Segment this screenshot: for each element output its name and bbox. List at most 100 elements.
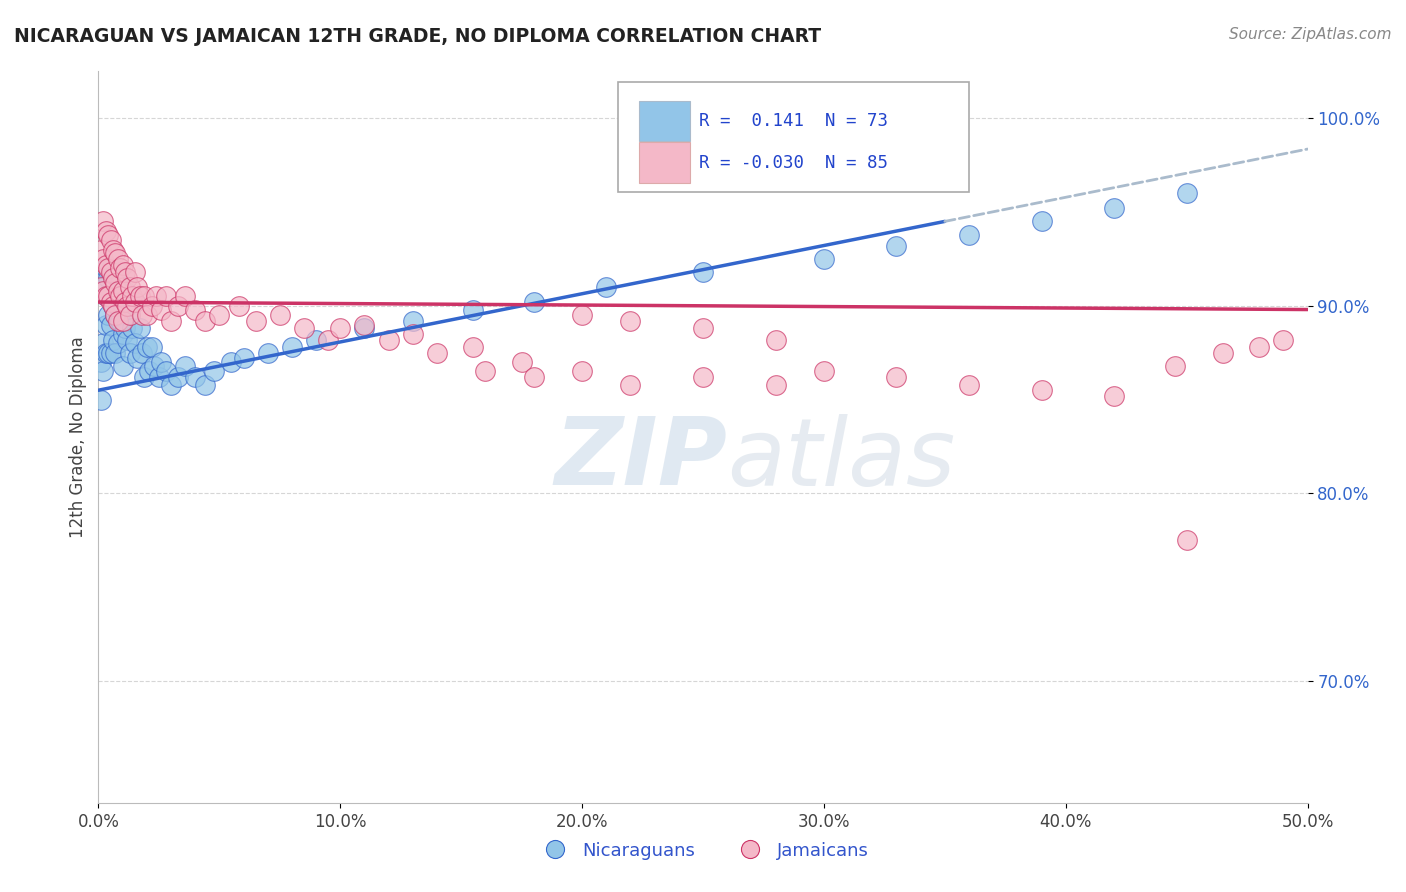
Point: [765, 377, 787, 392]
Point: [765, 333, 787, 347]
Point: [174, 289, 197, 303]
Point: [94, 289, 117, 303]
Point: [118, 308, 141, 322]
Point: [155, 364, 177, 378]
Point: [108, 289, 131, 303]
Point: [97, 308, 120, 322]
Point: [104, 277, 127, 291]
Point: [118, 308, 141, 322]
FancyBboxPatch shape: [638, 143, 690, 183]
Point: [91, 336, 114, 351]
Point: [1102, 389, 1125, 403]
Point: [1031, 214, 1053, 228]
Point: [402, 326, 425, 341]
Point: [100, 318, 122, 332]
Point: [100, 261, 122, 276]
Point: [167, 299, 190, 313]
Point: [316, 333, 339, 347]
FancyBboxPatch shape: [619, 82, 969, 192]
Point: [124, 295, 146, 310]
Point: [97, 270, 120, 285]
Point: [127, 280, 149, 294]
Point: [124, 265, 146, 279]
Point: [90, 243, 112, 257]
Point: [128, 289, 150, 303]
Point: [160, 314, 183, 328]
Point: [1212, 345, 1234, 359]
Point: [124, 336, 146, 351]
Point: [143, 359, 166, 373]
Point: [114, 265, 136, 279]
Point: [619, 377, 641, 392]
Point: [510, 355, 533, 369]
Point: [94, 258, 117, 272]
Point: [692, 265, 714, 279]
Point: [571, 308, 593, 322]
Point: [117, 333, 139, 347]
Text: NICARAGUAN VS JAMAICAN 12TH GRADE, NO DIPLOMA CORRELATION CHART: NICARAGUAN VS JAMAICAN 12TH GRADE, NO DI…: [14, 27, 821, 45]
Point: [107, 284, 129, 298]
Point: [121, 289, 143, 303]
Point: [118, 280, 141, 294]
Point: [91, 280, 114, 294]
Point: [117, 270, 139, 285]
Point: [111, 359, 134, 373]
Point: [1249, 340, 1271, 354]
Point: [104, 246, 127, 260]
Point: [619, 314, 641, 328]
Point: [523, 295, 546, 310]
Point: [107, 265, 129, 279]
Point: [221, 355, 243, 369]
Point: [121, 321, 143, 335]
Point: [118, 345, 141, 359]
Point: [107, 299, 129, 313]
Point: [97, 345, 120, 359]
Point: [114, 295, 136, 310]
Point: [167, 370, 190, 384]
Point: [1102, 201, 1125, 215]
Point: [97, 261, 120, 276]
Point: [104, 308, 127, 322]
Point: [160, 377, 183, 392]
Point: [111, 314, 134, 328]
Point: [91, 364, 114, 378]
Point: [150, 302, 173, 317]
Point: [94, 289, 117, 303]
Point: [174, 359, 197, 373]
Point: [100, 233, 122, 247]
Point: [124, 295, 146, 310]
Point: [426, 345, 449, 359]
Point: [107, 252, 129, 266]
Point: [141, 340, 163, 354]
Point: [111, 258, 134, 272]
Point: [353, 321, 375, 335]
Point: [114, 284, 136, 298]
Point: [957, 377, 980, 392]
Point: [91, 214, 114, 228]
Text: R = -0.030  N = 85: R = -0.030 N = 85: [699, 153, 889, 172]
Point: [100, 289, 122, 303]
Point: [256, 345, 278, 359]
Point: [813, 364, 835, 378]
Point: [463, 302, 485, 317]
Point: [474, 364, 496, 378]
Point: [692, 370, 714, 384]
Point: [131, 345, 153, 359]
Point: [281, 340, 304, 354]
Point: [104, 345, 127, 359]
Point: [1031, 383, 1053, 397]
Point: [94, 345, 117, 359]
Point: [91, 284, 114, 298]
Point: [228, 299, 250, 313]
Point: [107, 336, 129, 351]
Point: [114, 321, 136, 335]
Point: [402, 314, 425, 328]
Point: [245, 314, 267, 328]
Point: [1175, 533, 1198, 548]
Point: [138, 364, 160, 378]
Point: [957, 227, 980, 242]
Point: [148, 370, 170, 384]
Point: [111, 284, 134, 298]
Point: [111, 299, 134, 313]
Point: [101, 299, 124, 313]
